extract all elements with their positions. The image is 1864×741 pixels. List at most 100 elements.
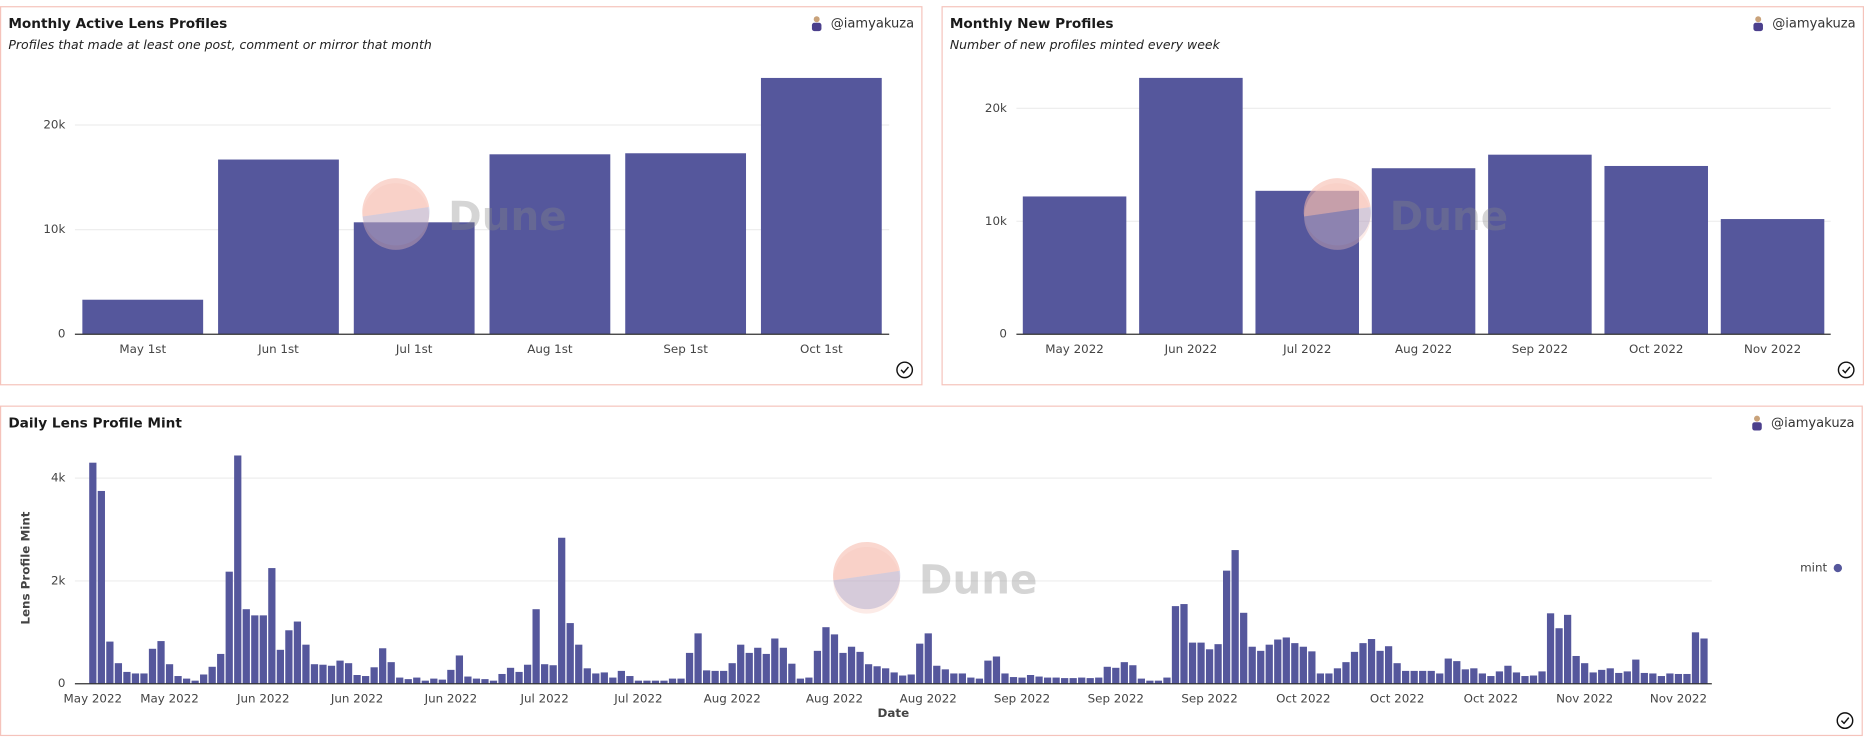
bar	[430, 678, 438, 684]
bar	[1512, 672, 1521, 684]
x-tick-label: Jun 1st	[257, 342, 299, 356]
bar	[1615, 672, 1623, 684]
bar	[532, 609, 540, 684]
x-tick-label: Aug 2022	[1395, 342, 1452, 356]
bar	[1171, 606, 1180, 684]
watermark-ring	[1304, 183, 1371, 250]
bar	[1598, 669, 1606, 684]
bar	[523, 664, 532, 684]
bar	[1112, 667, 1120, 684]
bar	[1376, 650, 1384, 684]
bar	[1488, 154, 1592, 335]
bar	[200, 674, 208, 684]
bar	[191, 680, 199, 684]
x-tick-label: Aug 1st	[527, 342, 573, 356]
bar	[1461, 669, 1469, 684]
bar	[760, 77, 882, 335]
bar	[506, 667, 515, 684]
bar	[464, 676, 472, 684]
bar	[421, 680, 429, 684]
watermark-logo-low	[833, 570, 901, 610]
bar	[1299, 646, 1307, 684]
bar	[242, 609, 250, 684]
chart-title: Monthly New Profiles	[950, 16, 1114, 32]
bar	[353, 675, 361, 684]
bar	[924, 633, 932, 684]
bar	[1103, 666, 1111, 684]
bar	[165, 664, 174, 684]
bar	[1674, 673, 1683, 684]
y-tick-label: 10k	[43, 222, 65, 236]
bar	[1342, 662, 1350, 684]
bar	[1720, 219, 1825, 335]
bar	[1632, 659, 1640, 684]
bar	[609, 677, 617, 684]
bar	[387, 662, 395, 684]
y-axis-title: Lens Profile Mint	[19, 511, 33, 624]
x-tick-label: Jun 2022	[236, 692, 290, 706]
bar	[1188, 642, 1197, 684]
check-icon	[896, 361, 914, 379]
x-tick-label: May 2022	[140, 692, 199, 706]
bar	[668, 678, 677, 684]
bar	[379, 648, 387, 684]
bar	[1052, 677, 1060, 684]
bar	[1623, 671, 1631, 684]
legend-label: mint	[1800, 561, 1827, 575]
bar	[822, 627, 830, 684]
bar	[600, 672, 608, 684]
bar	[234, 455, 242, 684]
bar	[830, 634, 839, 684]
bar	[1572, 655, 1580, 684]
bar	[1657, 676, 1666, 684]
bar	[353, 222, 475, 335]
bar	[813, 650, 822, 684]
x-tick-label: Nov 2022	[1556, 692, 1613, 706]
bar	[1589, 672, 1597, 684]
bar	[677, 678, 685, 684]
bar	[1282, 637, 1290, 684]
bar	[1604, 165, 1708, 335]
bar	[856, 651, 864, 684]
bar	[1231, 550, 1239, 684]
bar	[1120, 662, 1128, 684]
bar	[541, 664, 549, 684]
bar	[1078, 677, 1086, 684]
bar	[592, 673, 600, 684]
bar	[302, 644, 310, 684]
x-tick-label: Jul 2022	[519, 692, 568, 706]
x-tick-label: Aug 2022	[704, 692, 761, 706]
x-tick-label: Jun 2022	[1164, 342, 1218, 356]
bar	[218, 159, 339, 335]
watermark-logo-low	[1304, 207, 1371, 246]
x-axis-title: Date	[878, 706, 910, 720]
bar	[1325, 673, 1333, 684]
bar	[660, 680, 668, 684]
bar	[1402, 670, 1410, 684]
author: @iamyakuza	[1771, 416, 1854, 431]
chart-title: Monthly Active Lens Profiles	[8, 16, 227, 32]
avatar-head	[1754, 415, 1760, 422]
bar	[1333, 668, 1342, 684]
bar	[975, 678, 984, 684]
bar	[839, 652, 847, 684]
x-tick-label: Nov 2022	[1650, 692, 1707, 706]
bar	[174, 676, 182, 684]
bar	[933, 665, 941, 684]
bar	[327, 665, 336, 684]
bar	[208, 666, 216, 684]
bar	[131, 673, 140, 684]
x-tick-label: May 1st	[119, 342, 166, 356]
bar	[958, 673, 966, 684]
bar	[745, 652, 753, 684]
x-tick-label: Nov 2022	[1744, 342, 1801, 356]
bar	[1495, 671, 1504, 684]
bar	[711, 670, 719, 684]
bar	[498, 673, 506, 684]
bar	[762, 653, 770, 684]
bar	[575, 644, 583, 684]
bar	[1026, 675, 1035, 684]
bar	[788, 663, 796, 684]
bar	[805, 677, 813, 684]
bar	[1154, 680, 1163, 684]
